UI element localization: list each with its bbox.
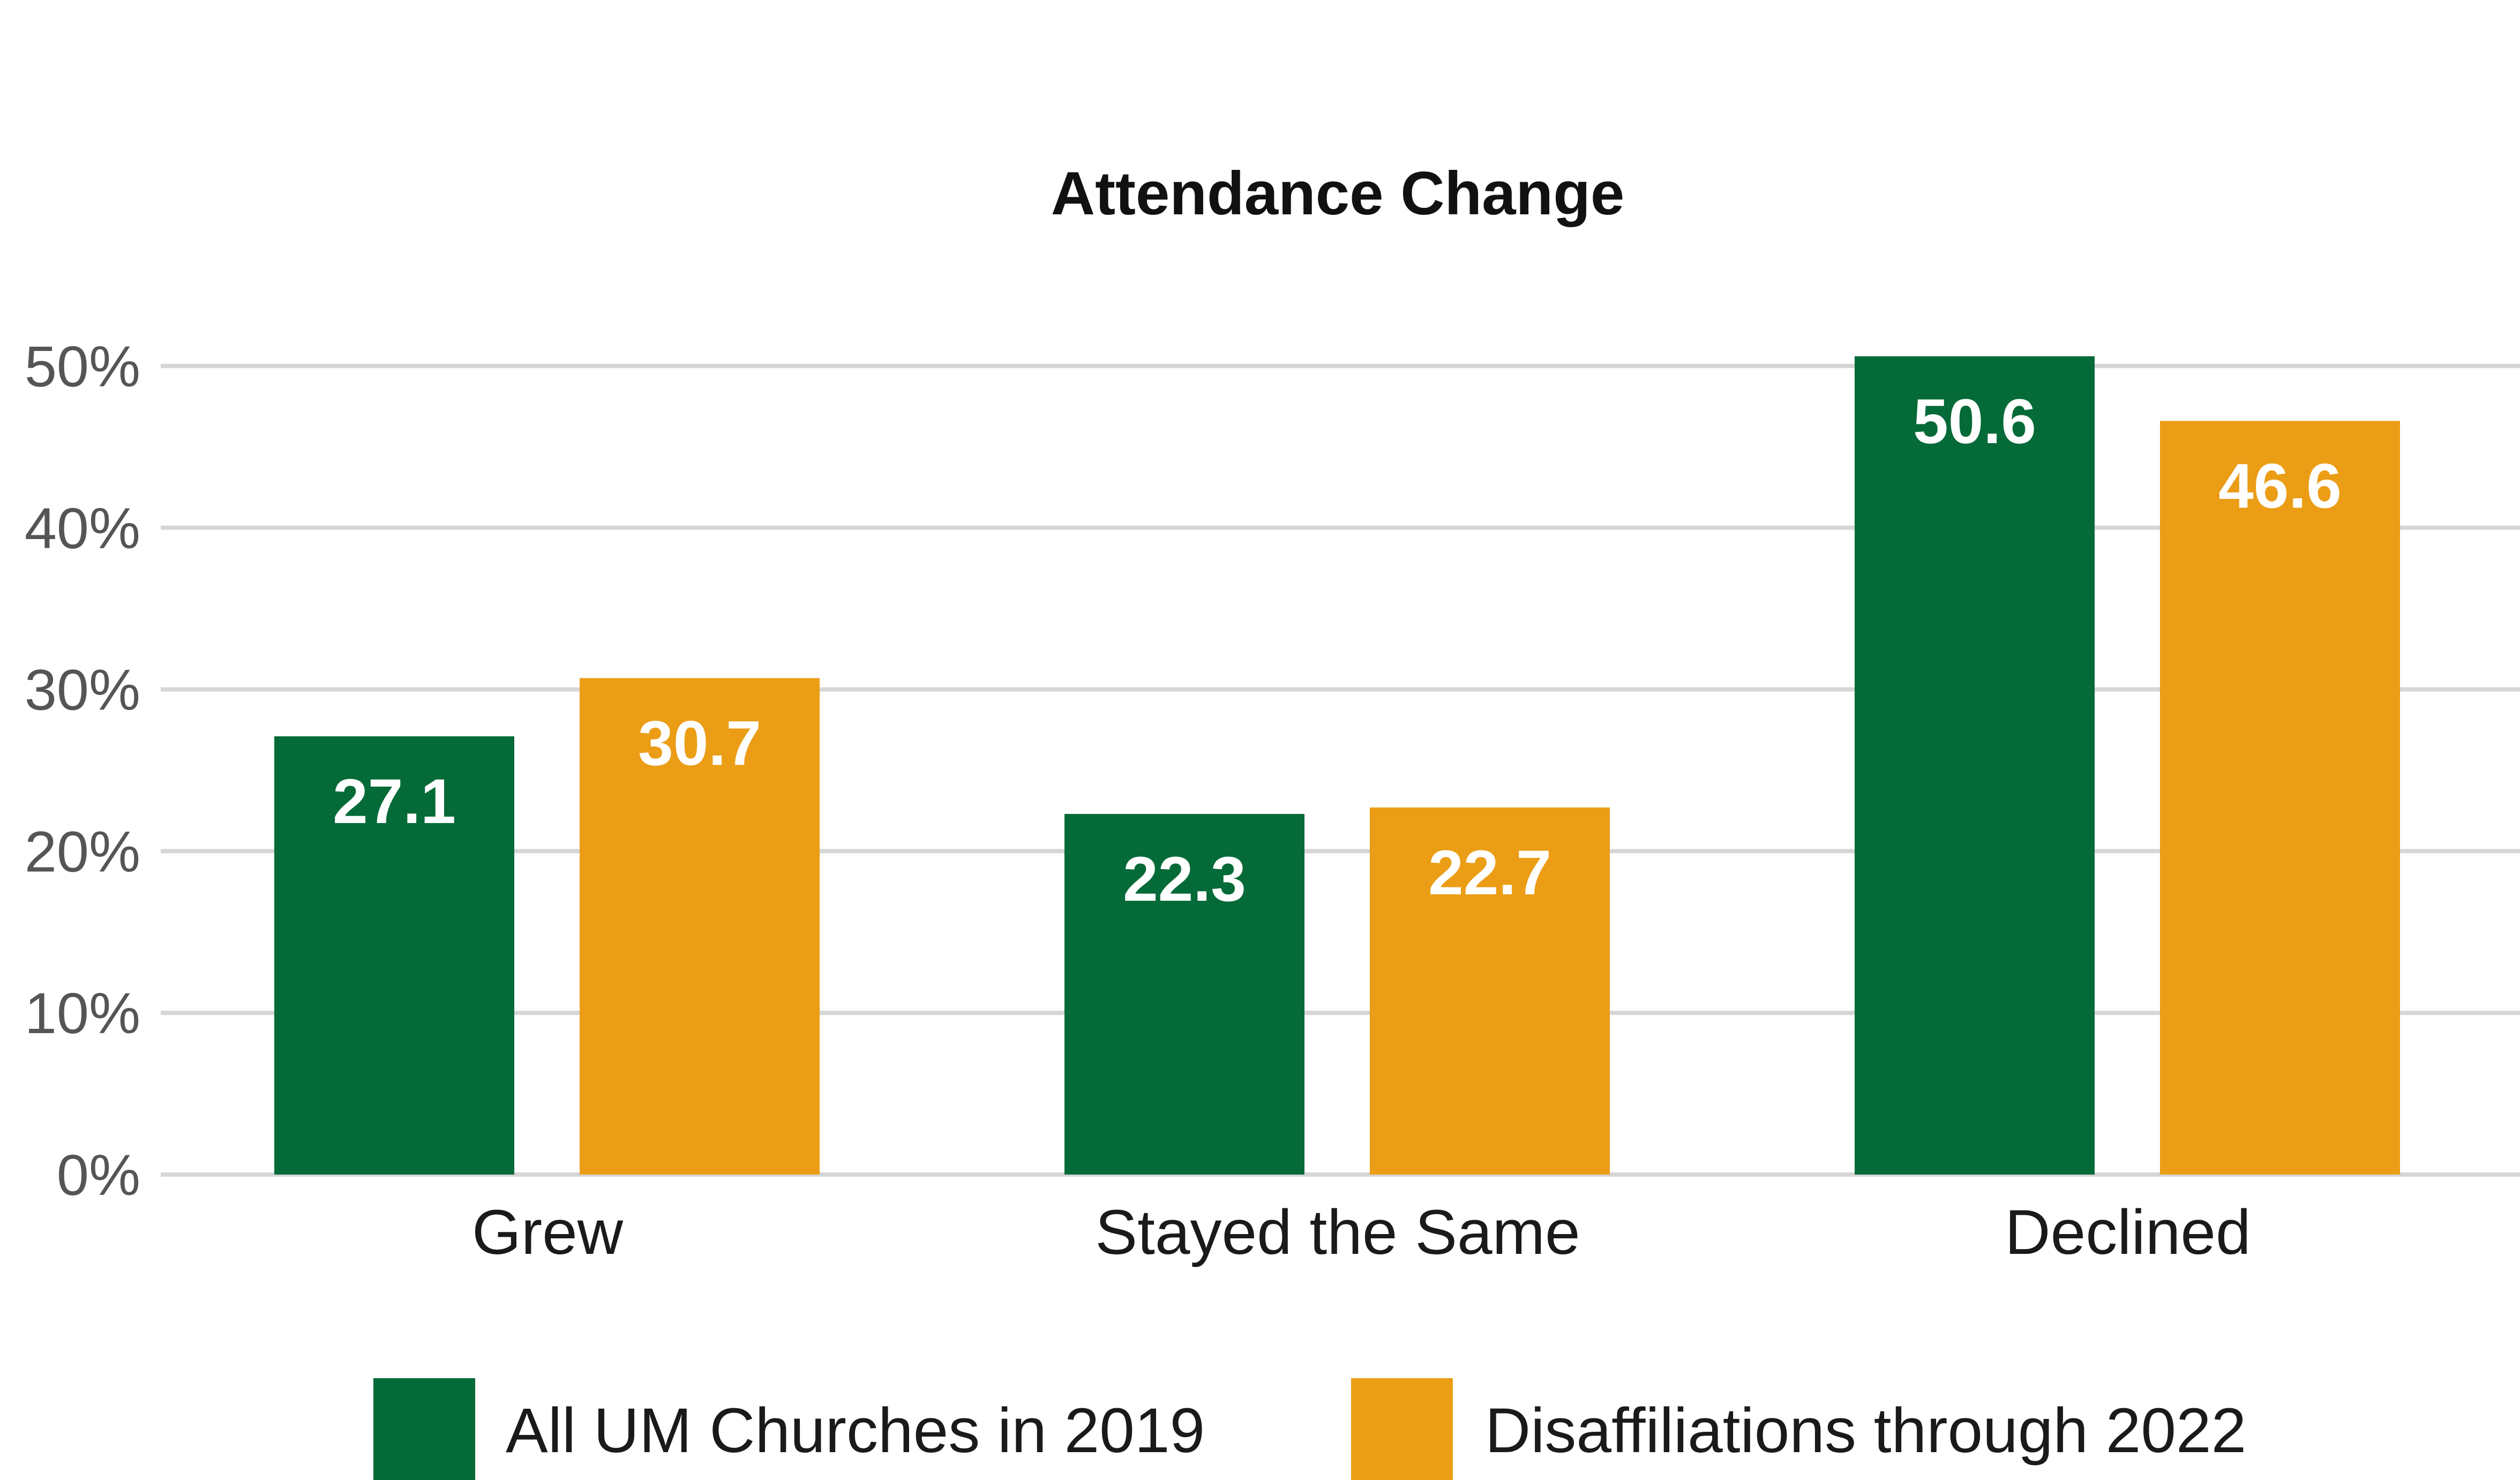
legend: All UM Churches in 2019 Disaffiliations t… bbox=[373, 1378, 2246, 1480]
bar-series1-1 bbox=[1064, 813, 1304, 1175]
bar-series2-0 bbox=[580, 678, 820, 1175]
y-tick-label-0: 0% bbox=[57, 1142, 140, 1207]
y-tick-label-30: 30% bbox=[25, 657, 140, 722]
bar-value-label-series1-2: 50.6 bbox=[1913, 386, 2036, 457]
legend-label-series2: Disaffiliations through 2022 bbox=[1485, 1395, 2246, 1466]
bar-series1-2 bbox=[1855, 356, 2095, 1175]
bar-value-label-series1-1: 22.3 bbox=[1123, 844, 1246, 915]
bar-series2-2 bbox=[2160, 421, 2400, 1175]
bar-value-label-series2-1: 22.7 bbox=[1428, 838, 1551, 908]
bar-value-labels: 27.1 22.3 50.6 30.7 22.7 46.6 bbox=[333, 386, 2342, 915]
legend-label-series1: All UM Churches in 2019 bbox=[506, 1395, 1205, 1466]
y-tick-label-50: 50% bbox=[25, 334, 140, 399]
x-category-label-2: Declined bbox=[2005, 1197, 2251, 1268]
bar-value-label-series2-2: 46.6 bbox=[2218, 451, 2342, 522]
y-tick-label-20: 20% bbox=[25, 819, 140, 884]
y-axis-ticks: 0% 10% 20% 30% 40% 50% bbox=[25, 334, 140, 1207]
x-category-label-0: Grew bbox=[472, 1197, 624, 1268]
x-category-label-1: Stayed the Same bbox=[1095, 1197, 1580, 1268]
bar-series1-0 bbox=[274, 736, 514, 1175]
y-tick-label-10: 10% bbox=[25, 981, 140, 1045]
legend-swatch-series1 bbox=[373, 1378, 475, 1480]
bar-series2-1 bbox=[1370, 807, 1610, 1175]
bar-value-label-series1-0: 27.1 bbox=[333, 766, 456, 837]
y-tick-label-40: 40% bbox=[25, 496, 140, 560]
gridlines bbox=[161, 364, 2520, 1177]
x-axis-category-labels: Grew Stayed the Same Declined bbox=[472, 1197, 2251, 1268]
chart-title: Attendance Change bbox=[1051, 160, 1624, 228]
bars bbox=[274, 356, 2400, 1175]
legend-swatch-series2 bbox=[1351, 1378, 1453, 1480]
bar-value-label-series2-0: 30.7 bbox=[638, 708, 761, 779]
